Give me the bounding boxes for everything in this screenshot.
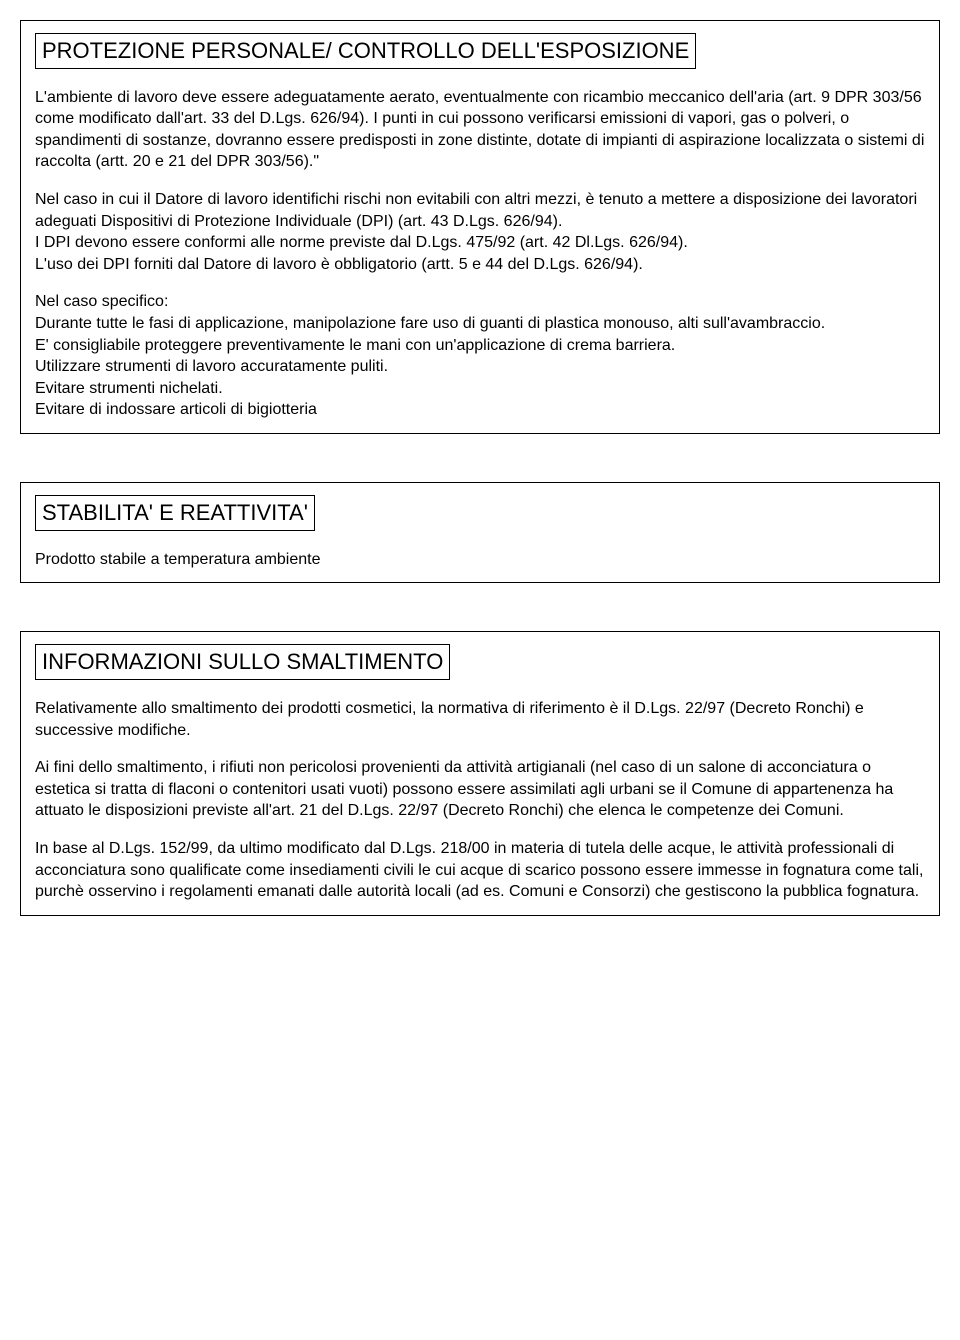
heading-stabilita: STABILITA' E REATTIVITA' bbox=[35, 495, 315, 531]
text: Nel caso in cui il Datore di lavoro iden… bbox=[35, 189, 925, 232]
paragraph: Ai fini dello smaltimento, i rifiuti non… bbox=[35, 757, 925, 822]
paragraph: In base al D.Lgs. 152/99, da ultimo modi… bbox=[35, 838, 925, 903]
text: Relativamente allo smaltimento dei prodo… bbox=[35, 700, 864, 739]
paragraph: Nel caso specifico: Durante tutte le fas… bbox=[35, 291, 925, 421]
heading-smaltimento: INFORMAZIONI SULLO SMALTIMENTO bbox=[35, 644, 450, 680]
text: Evitare strumenti nichelati. bbox=[35, 378, 925, 400]
paragraph: Nel caso in cui il Datore di lavoro iden… bbox=[35, 189, 925, 275]
text: Evitare di indossare articoli di bigiott… bbox=[35, 399, 925, 421]
text: I DPI devono essere conformi alle norme … bbox=[35, 232, 925, 254]
paragraph: L'ambiente di lavoro deve essere adeguat… bbox=[35, 87, 925, 173]
section-smaltimento: INFORMAZIONI SULLO SMALTIMENTO Relativam… bbox=[20, 631, 940, 915]
text: Ai fini dello smaltimento, i rifiuti non… bbox=[35, 759, 893, 819]
text: L'uso dei DPI forniti dal Datore di lavo… bbox=[35, 254, 925, 276]
text: In base al D.Lgs. 152/99, da ultimo modi… bbox=[35, 840, 923, 900]
text: E' consigliabile proteggere preventivame… bbox=[35, 335, 925, 357]
text: Prodotto stabile a temperatura ambiente bbox=[35, 551, 321, 568]
heading-protezione: PROTEZIONE PERSONALE/ CONTROLLO DELL'ESP… bbox=[35, 33, 696, 69]
text: L'ambiente di lavoro deve essere adeguat… bbox=[35, 89, 924, 171]
paragraph: Relativamente allo smaltimento dei prodo… bbox=[35, 698, 925, 741]
text: Nel caso specifico: bbox=[35, 291, 925, 313]
text: Durante tutte le fasi di applicazione, m… bbox=[35, 313, 925, 335]
paragraph: Prodotto stabile a temperatura ambiente bbox=[35, 549, 925, 571]
section-protezione: PROTEZIONE PERSONALE/ CONTROLLO DELL'ESP… bbox=[20, 20, 940, 434]
section-stabilita: STABILITA' E REATTIVITA' Prodotto stabil… bbox=[20, 482, 940, 583]
text: Utilizzare strumenti di lavoro accuratam… bbox=[35, 356, 925, 378]
